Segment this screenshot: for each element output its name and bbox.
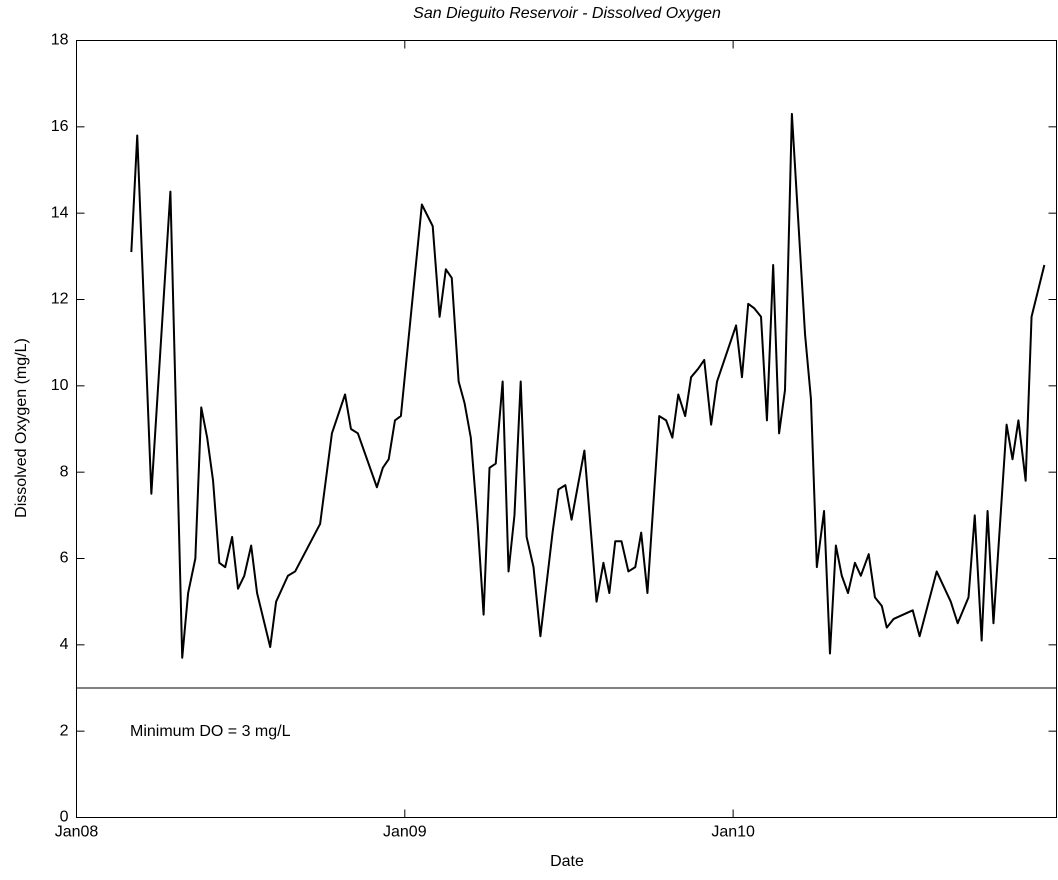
y-tick-label: 14 bbox=[51, 204, 69, 221]
x-tick-label: Jan10 bbox=[711, 824, 755, 841]
data-line bbox=[130, 112, 1046, 659]
chart-title: San Dieguito Reservoir - Dissolved Oxyge… bbox=[413, 5, 721, 22]
y-tick-label: 0 bbox=[60, 809, 69, 826]
x-axis-label: Date bbox=[550, 853, 584, 870]
y-axis-label: Dissolved Oxygen (mg/L) bbox=[13, 338, 30, 518]
y-tick-label: 16 bbox=[51, 118, 69, 135]
y-tick-label: 8 bbox=[60, 463, 69, 480]
y-tick-label: 12 bbox=[51, 291, 69, 308]
y-tick-label: 10 bbox=[51, 377, 69, 394]
threshold-label: Minimum DO = 3 mg/L bbox=[130, 723, 291, 740]
y-tick-label: 18 bbox=[51, 32, 69, 49]
y-tick-label: 2 bbox=[60, 722, 69, 739]
y-tick-label: 4 bbox=[60, 636, 69, 653]
x-tick-label: Jan08 bbox=[55, 824, 99, 841]
y-tick-label: 6 bbox=[60, 550, 69, 567]
plot-frame bbox=[76, 40, 1057, 818]
x-tick-label: Jan09 bbox=[383, 824, 427, 841]
